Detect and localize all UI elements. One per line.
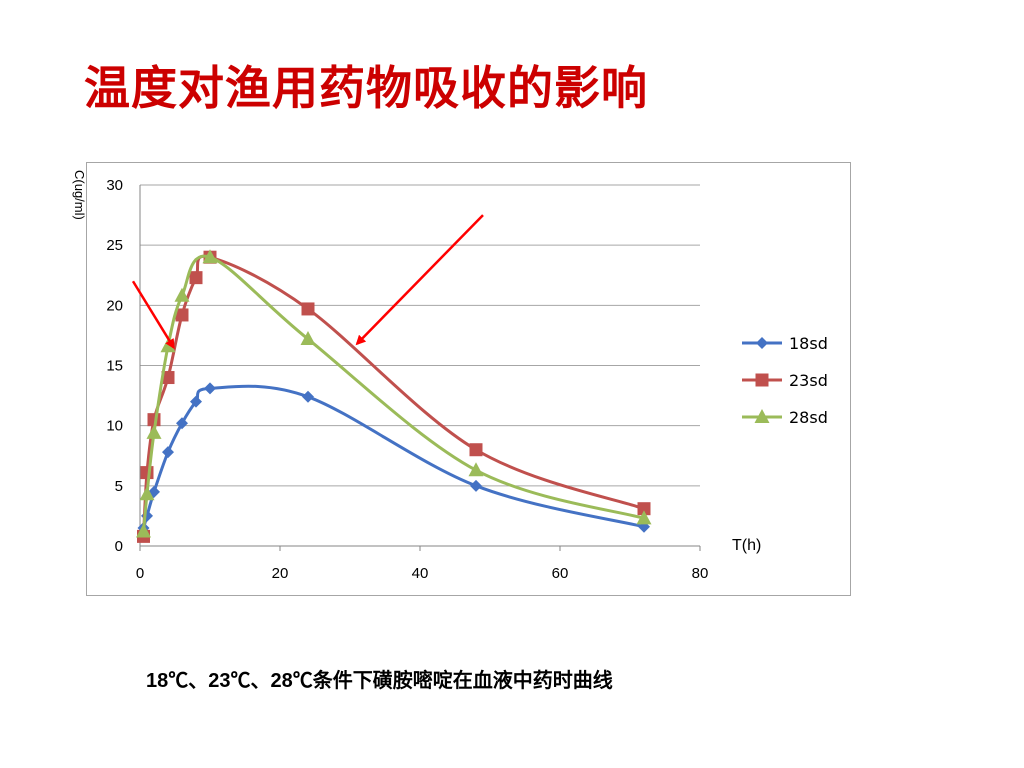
y-tick-label: 10 [106,418,123,435]
data-point-18sd [176,417,188,430]
data-point-28sd [636,510,652,525]
data-point-23sd [161,371,175,385]
data-point-28sd [139,486,155,501]
y-tick-label: 0 [115,538,123,555]
x-axis-label: T(h) [732,537,762,554]
legend-entry: 28sd [789,408,828,427]
y-axis-label: C(ug/ml) [72,170,87,220]
data-point-23sd [469,443,483,457]
y-tick-label: 30 [106,177,123,194]
data-point-28sd [468,462,484,477]
slide-title: 温度对渔用药物吸收的影响 [84,61,648,115]
data-point-23sd [189,271,203,285]
x-tick-label: 0 [136,565,144,582]
data-point-23sd [175,308,189,322]
y-tick-label: 25 [106,237,123,254]
series-line-23sd [142,254,645,537]
data-point-18sd [162,446,174,459]
x-tick-label: 20 [272,565,289,582]
x-tick-label: 40 [412,565,429,582]
data-point-18sd [470,479,482,492]
series-line-28sd [142,254,645,532]
data-point-28sd [146,424,162,439]
x-tick-label: 80 [692,565,709,582]
y-tick-label: 15 [106,358,123,375]
data-point-28sd [174,287,190,302]
annotation-arrow [131,280,175,350]
data-point-23sd [301,302,315,316]
chart-frame [86,162,851,596]
annotation-arrow [355,214,484,346]
y-tick-label: 20 [106,297,123,314]
data-point-23sd [140,466,154,480]
data-point-18sd [204,382,216,395]
y-tick-label: 5 [115,478,123,495]
data-point-28sd [202,249,218,264]
legend-marker-18sd [756,337,768,349]
legend-marker-28sd [754,409,770,423]
data-point-23sd [637,502,651,516]
series-line-18sd [142,384,645,529]
data-point-18sd [302,390,314,403]
data-point-18sd [190,395,202,408]
legend-marker-23sd [755,373,769,387]
chart-caption: 18℃、23℃、28℃条件下磺胺嘧啶在血液中药时曲线 [146,670,613,692]
data-point-28sd [136,523,151,538]
legend-entry: 23sd [789,371,828,390]
x-tick-label: 60 [552,565,569,582]
legend-entry: 18sd [789,334,828,353]
data-point-28sd [300,331,316,346]
